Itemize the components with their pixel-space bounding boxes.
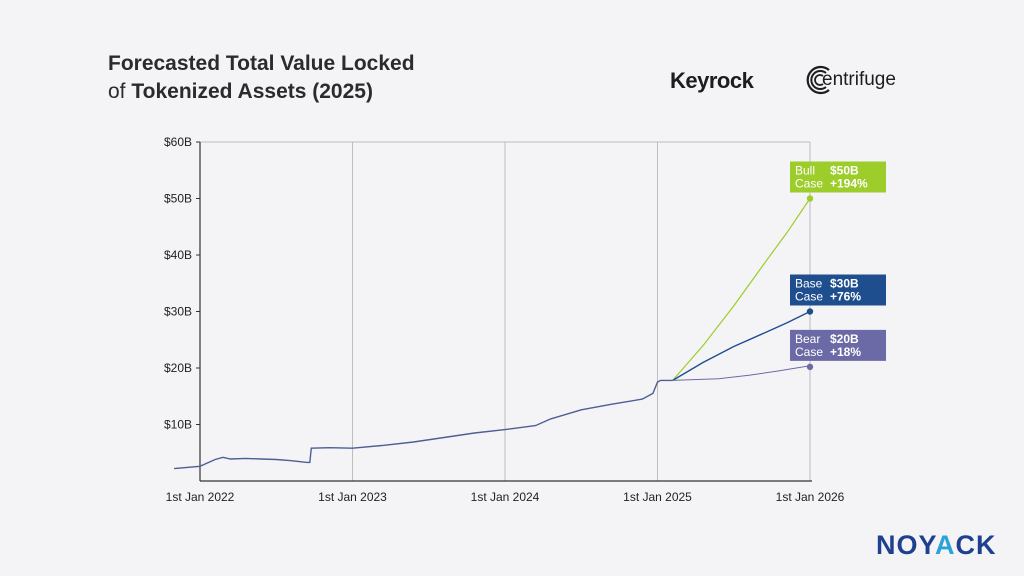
- title-line-1: Forecasted Total Value Locked: [108, 52, 415, 75]
- noyack-part-3: CK: [955, 530, 997, 560]
- bull-label-line1: Bull: [795, 164, 815, 178]
- y-tick-label: $30B: [164, 305, 192, 319]
- centrifuge-wordmark: entrifuge: [822, 69, 896, 90]
- base-label-line2: Case: [795, 290, 823, 304]
- y-tick-label: $40B: [164, 248, 192, 262]
- bull-end-point: [806, 195, 814, 202]
- noyack-part-1: NOY: [876, 530, 936, 560]
- x-tick-label: 1st Jan 2022: [166, 490, 235, 504]
- chart-annotations: BullCase$50B+194%BaseCase$30B+76%BearCas…: [790, 161, 886, 371]
- title-main: Tokenized Assets (2025): [131, 80, 373, 103]
- noyack-part-2: A: [935, 530, 956, 560]
- base-label-value: $30B: [830, 277, 859, 291]
- x-tick-label: 1st Jan 2026: [776, 490, 845, 504]
- y-tick-label: $50B: [164, 192, 192, 206]
- bear-label-change: +18%: [830, 345, 861, 359]
- bull-label-line2: Case: [795, 177, 823, 191]
- base-series-line: [672, 310, 811, 382]
- chart-tick-labels: 1st Jan 2022 1st Jan 2023 1st Jan 2024 1st …: [164, 135, 845, 504]
- y-tick-label: $60B: [164, 135, 192, 149]
- history-series-line: [174, 379, 673, 470]
- y-tick-label: $20B: [164, 361, 192, 375]
- x-tick-label: 1st Jan 2023: [318, 490, 387, 504]
- centrifuge-logo: entrifuge: [802, 62, 896, 98]
- bear-label-line2: Case: [795, 345, 823, 359]
- noyack-logo: NOYACK: [876, 530, 997, 561]
- bull-series-line: [672, 198, 811, 381]
- chart-grid: [200, 141, 811, 481]
- bull-label-box: [790, 161, 886, 193]
- y-tick-label: $10B: [164, 418, 192, 432]
- chart-axes: [196, 141, 812, 482]
- base-label-box: [790, 274, 886, 306]
- chart-series: [174, 198, 811, 470]
- bear-label-box: [790, 329, 886, 361]
- chart-title: Forecasted Total Value Locked of Tokeniz…: [108, 50, 415, 106]
- bear-label-value: $20B: [830, 332, 859, 346]
- bear-series-line: [672, 365, 811, 381]
- x-tick-label: 1st Jan 2024: [471, 490, 540, 504]
- base-end-point: [806, 308, 814, 315]
- x-tick-label: 1st Jan 2025: [623, 490, 692, 504]
- title-prefix: of: [108, 80, 126, 103]
- base-label-line1: Base: [795, 277, 823, 291]
- bull-label-change: +194%: [830, 177, 868, 191]
- bull-label-value: $50B: [830, 164, 859, 178]
- bear-label-line1: Bear: [795, 332, 820, 346]
- keyrock-logo: Keyrock: [670, 68, 754, 93]
- base-label-change: +76%: [830, 290, 861, 304]
- centrifuge-c-icon: [806, 65, 830, 95]
- title-line-2: of Tokenized Assets (2025): [108, 78, 415, 106]
- bear-end-point: [806, 363, 814, 371]
